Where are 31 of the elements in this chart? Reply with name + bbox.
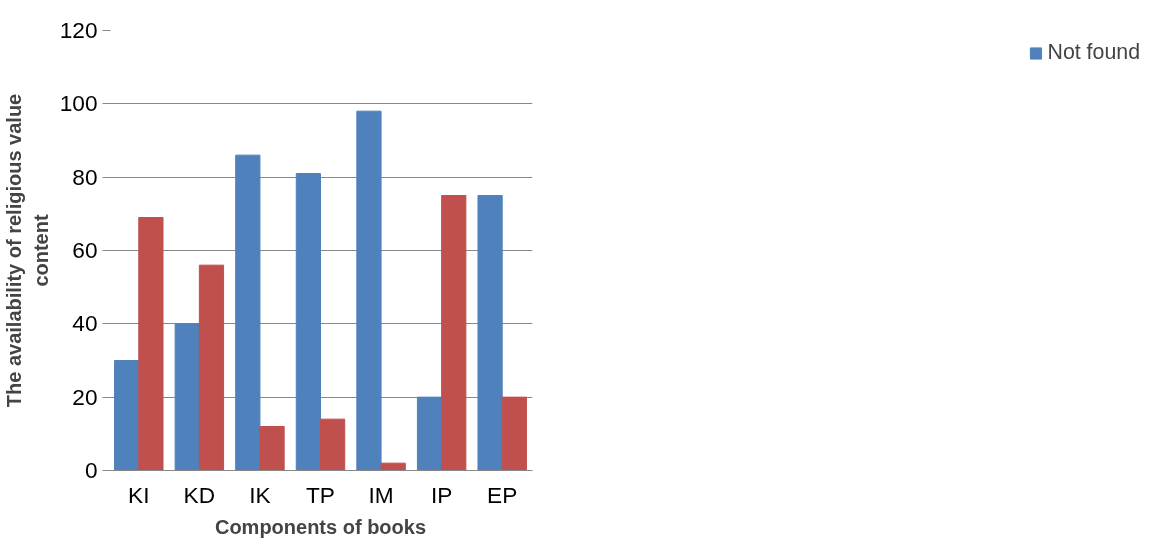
bar [259,426,285,471]
y-axis-title: The availability of religious value content [3,93,52,408]
bar [320,418,346,471]
x-tick-label: KI [128,481,150,508]
y-tick-label: 40 [72,310,98,337]
y-tick-label: 0 [84,457,98,483]
bar [114,360,140,471]
x-tick-label: TP [306,481,335,508]
x-tick-label: IM [368,481,394,508]
x-tick-label: EP [487,481,518,508]
bar [198,264,225,471]
bar [235,154,261,471]
bar [138,217,164,471]
x-tick-label: IP [430,481,453,508]
y-tick-label: 120 [59,17,98,43]
bar [174,323,200,471]
x-tick-label: KD [183,481,216,508]
x-tick-label: IK [249,481,271,508]
y-tick-label: 80 [72,163,98,190]
y-tick-label: 100 [59,90,98,117]
x-axis-title: Components of books [214,515,427,538]
bar [295,173,321,471]
bar [380,462,406,471]
bar [416,396,443,471]
bar [477,195,503,471]
bar [356,110,382,471]
bar [441,195,467,471]
legend-label: Not found [1047,40,1140,65]
y-tick-label: 60 [72,237,98,263]
bar [501,396,527,471]
y-tick-label: 20 [72,383,98,410]
